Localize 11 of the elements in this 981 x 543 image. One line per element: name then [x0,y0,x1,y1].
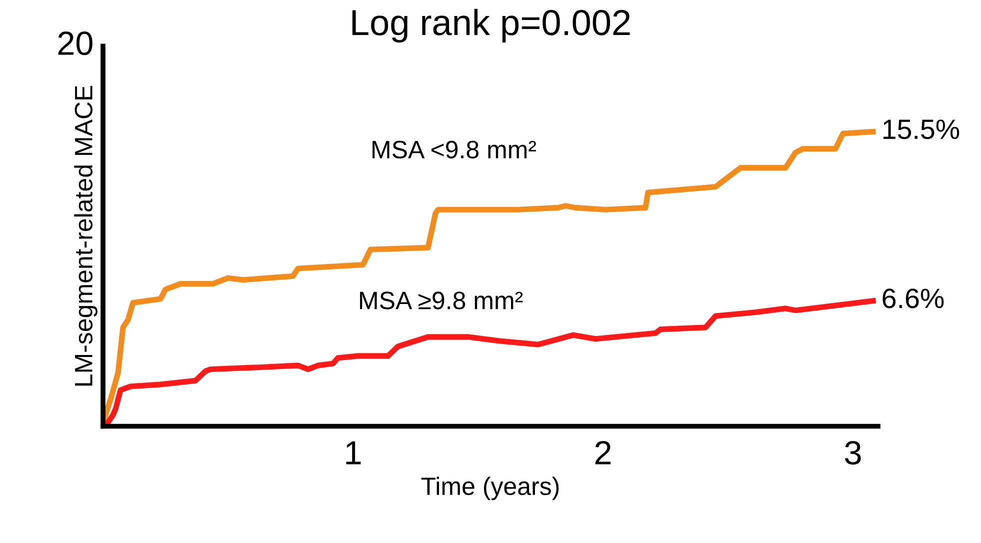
series-label: MSA ≥9.8 mm² [360,292,523,310]
y-axis-title: LM-segment-related MACE [74,86,98,386]
x-tick-label: 2 [595,441,611,464]
text: 20 [58,32,92,56]
x-tick-label: 3 [845,441,861,465]
chart-title: Log rank p=0.002 [352,8,630,43]
x-axis-title: Time (years) [421,476,559,500]
x-tick-label: 1 [346,441,361,464]
data-label: 6.6% [882,288,944,308]
data-label: 15.5% [883,120,960,140]
text: MSA <9.8 mm² [372,140,536,158]
